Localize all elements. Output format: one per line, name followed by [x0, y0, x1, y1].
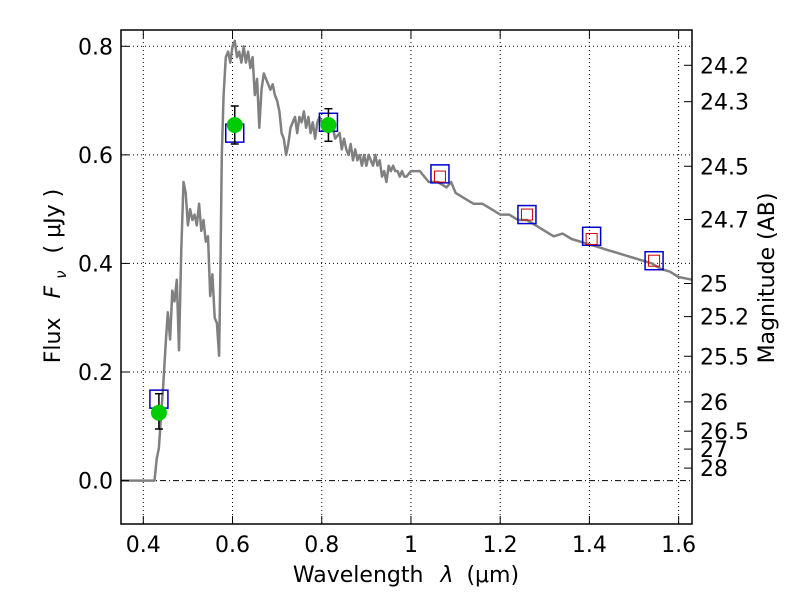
x-axis-label: Wavelength λ (μm) — [293, 563, 519, 588]
observed-photometry-point — [150, 404, 167, 421]
x-axis-label-text: Wavelength — [293, 563, 424, 588]
x-tick-label: 1.6 — [661, 533, 696, 558]
magnitude-tick-label: 25.2 — [700, 306, 749, 331]
x-tick-label: 0.4 — [126, 533, 161, 558]
y-axis-label-symbol: F — [41, 285, 66, 298]
sed-curve — [121, 39, 693, 482]
tick-marks — [121, 30, 692, 524]
y-axis-label-unit: ( μJy ) — [41, 189, 66, 254]
magnitude-tick-label: 26 — [700, 391, 728, 416]
magnitude-tick-label: 24.2 — [700, 54, 749, 79]
observed-photometry-point — [226, 117, 243, 133]
x-tick-label: 0.6 — [215, 533, 250, 558]
model-photometry-marker — [581, 226, 602, 247]
x-tick-label: 1 — [404, 533, 418, 558]
magnitude-tick-label: 25.5 — [700, 345, 749, 370]
x-tick-labels: 0.4 0.6 0.8 1 1.2 1.4 1.6 — [126, 533, 696, 558]
y-tick-label: 0.6 — [78, 144, 113, 169]
model-photometry-marker — [644, 250, 664, 271]
magnitude-tick-label: 24.3 — [700, 91, 749, 116]
upper-limit-marker — [520, 208, 533, 221]
y-tick-label: 0.0 — [78, 470, 113, 495]
magnitude-tick-label: 28 — [700, 457, 728, 482]
series-line — [121, 39, 693, 482]
magnitude-tick-label: 25 — [700, 273, 728, 298]
y-axis-label: Flux F ν ( μJy ) — [41, 189, 72, 363]
model-photometry-marker — [517, 204, 537, 225]
upper-limit-marker — [433, 170, 446, 183]
x-axis-label-unit: (μm) — [466, 563, 519, 588]
model-photometry-marker — [430, 164, 450, 184]
upper-limit-marker — [648, 254, 661, 267]
y-tick-labels: 0.0 0.2 0.4 0.6 0.8 — [78, 35, 113, 494]
x-tick-label: 1.4 — [572, 533, 607, 558]
series-circle-errorbar — [150, 105, 337, 430]
series-layer — [121, 39, 693, 482]
y-tick-label: 0.8 — [78, 35, 113, 60]
y-axis-label-subscript: ν — [52, 270, 70, 278]
magnitude-tick-label: 26.5 — [700, 420, 749, 445]
upper-limit-marker — [585, 233, 598, 245]
y-tick-label: 0.2 — [78, 361, 113, 386]
x-tick-label: 1.2 — [483, 533, 518, 558]
x-tick-label: 0.8 — [304, 533, 339, 558]
series-small-square-marker — [433, 170, 661, 267]
observed-photometry-point — [320, 117, 337, 133]
magnitude-tick-label: 27 — [700, 438, 728, 463]
magnitude-tick-label: 24.7 — [700, 208, 749, 233]
plot-frame — [120, 29, 693, 525]
x-axis-label-symbol: λ — [439, 563, 453, 588]
magnitude-tick-label: 24.5 — [700, 155, 749, 180]
right-axis-label: Magnitude (AB) — [755, 193, 780, 364]
y-tick-label: 0.4 — [78, 252, 113, 277]
y-axis-label-text: Flux — [41, 317, 66, 363]
